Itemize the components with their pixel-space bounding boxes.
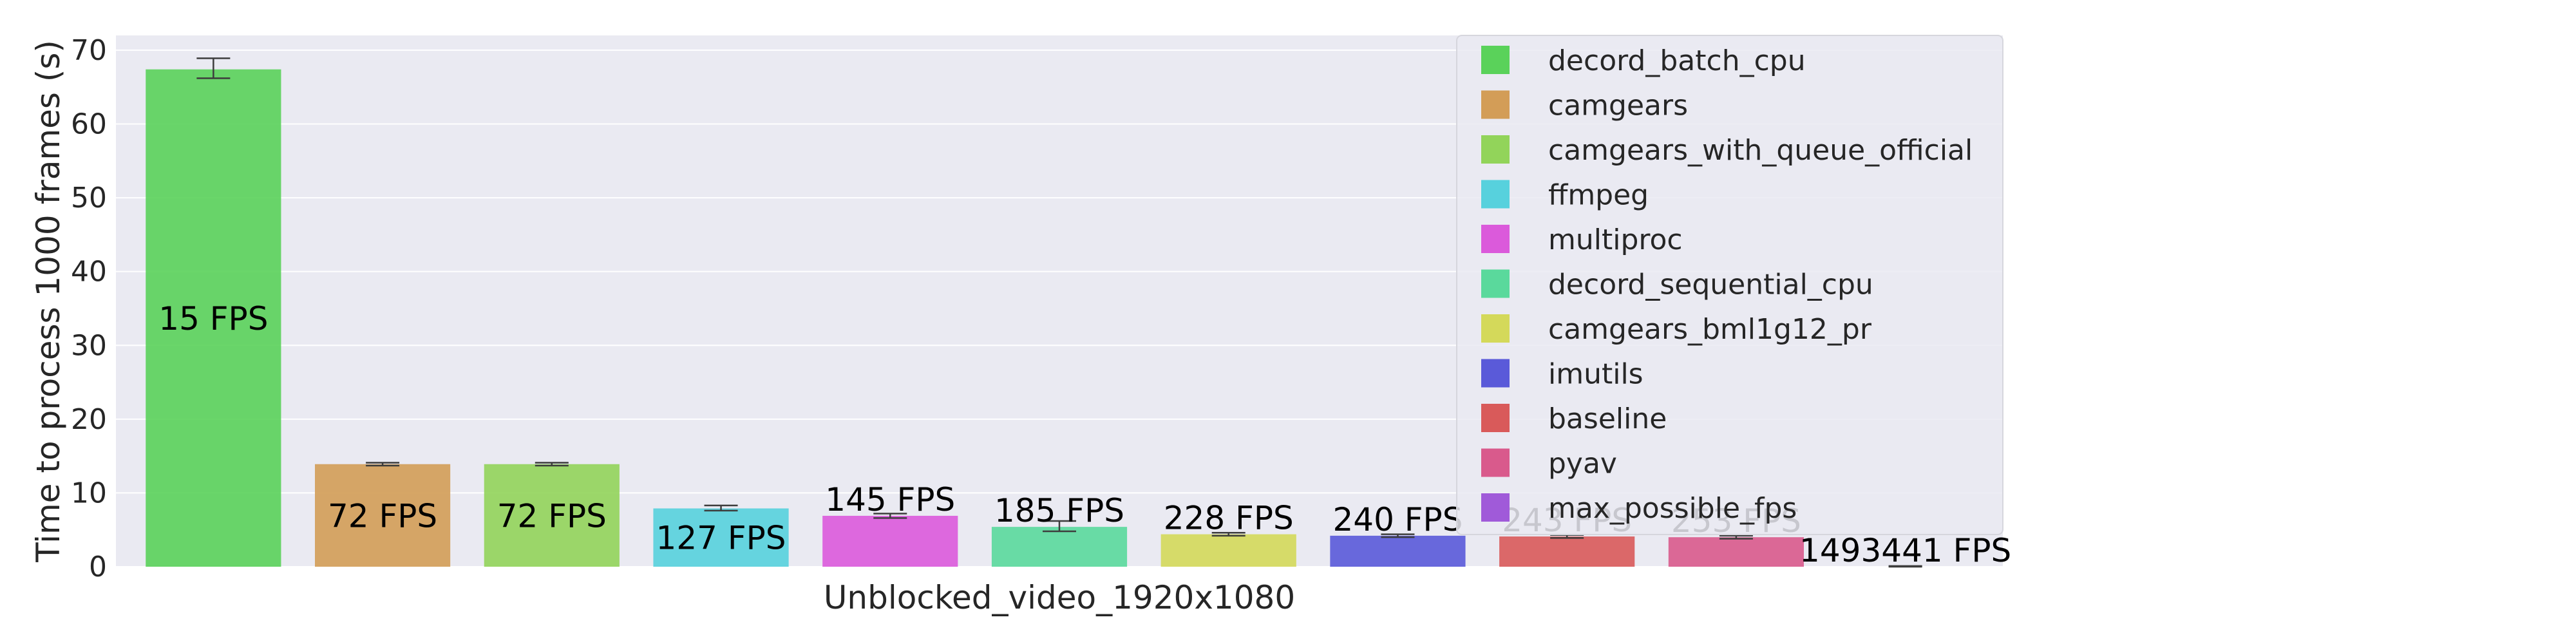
legend-swatch (1481, 90, 1510, 119)
bar-label: 1493441 FPS (1799, 532, 2011, 569)
y-tick-label: 10 (71, 477, 107, 509)
bar-label: 185 FPS (994, 492, 1124, 529)
legend-label: decord_batch_cpu (1548, 44, 1806, 77)
legend-label: multiproc (1548, 223, 1683, 256)
y-tick-label: 0 (89, 551, 107, 583)
bar-camgears_bml1g12_pr (1160, 534, 1296, 567)
legend-label: decord_sequential_cpu (1548, 269, 1873, 301)
bar-camgears (315, 464, 451, 567)
legend-swatch (1481, 493, 1510, 522)
legend-item: camgears_bml1g12_pr (1481, 313, 1872, 346)
bar-label: 72 FPS (328, 497, 437, 535)
bar-ffmpeg (653, 508, 789, 567)
bar-decord_sequential_cpu (991, 527, 1128, 567)
legend-item: multiproc (1481, 223, 1683, 256)
y-tick-label: 20 (71, 403, 107, 436)
legend-item: decord_batch_cpu (1481, 44, 1806, 77)
legend-label: pyav (1548, 448, 1617, 480)
legend-swatch (1481, 359, 1510, 388)
bar-decord_batch_cpu (146, 69, 281, 567)
bar-label: 127 FPS (656, 520, 786, 557)
bar-baseline (1499, 536, 1635, 567)
bars (146, 69, 1973, 567)
legend-frame (1456, 35, 2003, 535)
y-tick-label: 70 (71, 34, 107, 67)
y-axis-ticks: 0 10 20 30 40 50 60 70 (71, 34, 107, 583)
error-bar (704, 504, 738, 512)
legend-swatch (1481, 404, 1510, 432)
bar-label: 145 FPS (825, 481, 955, 518)
legend-swatch (1481, 269, 1510, 298)
legend-swatch (1481, 180, 1510, 209)
legend-swatch (1481, 448, 1510, 477)
error-bar (1888, 565, 1922, 568)
legend-item: pyav (1481, 448, 1617, 480)
legend-item: camgears (1481, 90, 1688, 122)
bar-imutils (1330, 535, 1466, 567)
bar-camgears_with_queue_official (484, 464, 620, 567)
y-tick-label: 50 (71, 182, 107, 214)
bar-label: 15 FPS (158, 300, 268, 337)
legend-swatch (1481, 46, 1510, 74)
y-tick-label: 60 (71, 108, 107, 141)
legend-item: decord_sequential_cpu (1481, 269, 1873, 301)
error-bar (1211, 532, 1245, 537)
legend-item: max_possible_fps (1481, 492, 1797, 525)
legend-item: baseline (1481, 402, 1667, 435)
legend-swatch (1481, 225, 1510, 253)
bar-pyav (1668, 537, 1804, 567)
legend-label: max_possible_fps (1548, 492, 1797, 525)
legend-label: ffmpeg (1548, 179, 1649, 212)
legend-item: imutils (1481, 358, 1643, 391)
y-tick-label: 30 (71, 329, 107, 362)
error-bar (535, 462, 569, 467)
legend-item: camgears_with_queue_official (1481, 134, 1973, 167)
bar-label: 240 FPS (1332, 501, 1463, 538)
legend-swatch (1481, 135, 1510, 164)
bar-label: 72 FPS (497, 497, 607, 535)
error-bar (1043, 520, 1076, 533)
legend-label: camgears_with_queue_official (1548, 134, 1973, 167)
error-bar (1381, 533, 1415, 538)
legend-label: camgears_bml1g12_pr (1548, 313, 1872, 346)
error-bar (196, 57, 231, 79)
legend-label: camgears (1548, 90, 1688, 122)
y-axis-title: Time to process 1000 frames (s) (30, 40, 67, 563)
legend-label: imutils (1548, 358, 1643, 391)
bar-multiproc (822, 515, 958, 567)
legend-label: baseline (1548, 402, 1667, 435)
x-axis-title: Unblocked_video_1920x1080 (824, 579, 1295, 616)
error-bar (873, 513, 907, 519)
legend-swatch (1481, 314, 1510, 343)
bar-label: 228 FPS (1164, 500, 1294, 537)
legend: decord_batch_cpu camgears camgears_with_qu… (1456, 35, 2003, 535)
error-bar (1719, 535, 1753, 540)
y-tick-label: 40 (71, 256, 107, 289)
error-bar (366, 462, 400, 467)
legend-item: ffmpeg (1481, 179, 1649, 212)
